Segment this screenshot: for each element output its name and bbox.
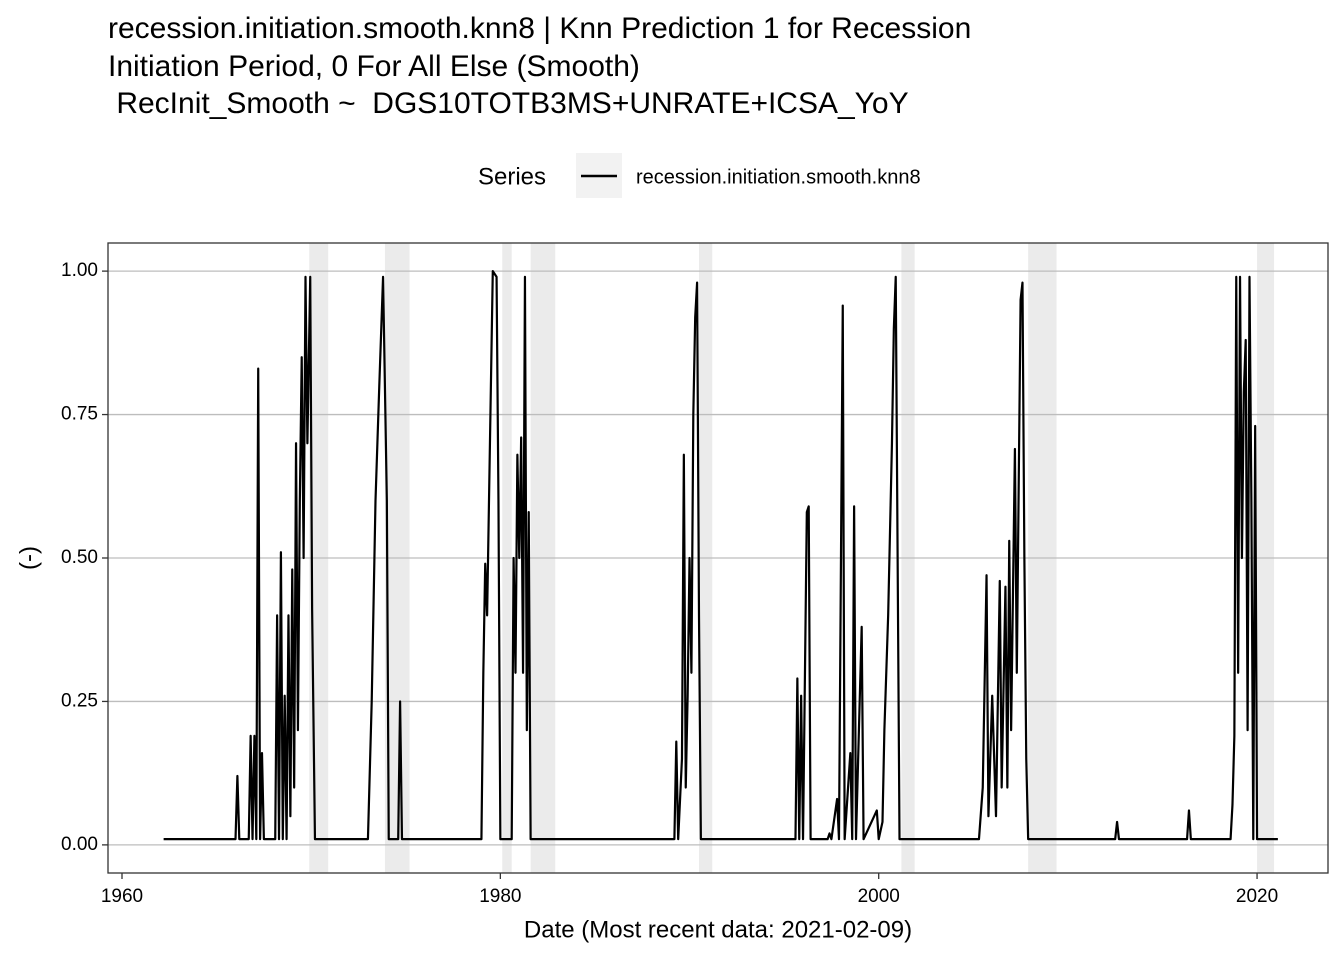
- y-tick-label: 1.00: [61, 260, 98, 281]
- legend-label: recession.initiation.smooth.knn8: [636, 166, 921, 188]
- legend-title: Series: [478, 163, 546, 190]
- chart-title: recession.initiation.smooth.knn8 | Knn P…: [108, 12, 971, 45]
- y-axis-label: (-): [15, 546, 42, 570]
- chart-title: Initiation Period, 0 For All Else (Smoot…: [108, 50, 640, 83]
- x-axis-label: Date (Most recent data: 2021-02-09): [524, 916, 912, 943]
- y-tick-label: 0.00: [61, 834, 98, 855]
- plot-border: [107, 242, 1329, 874]
- y-tick-label: 0.75: [61, 404, 98, 425]
- y-tick-label: 0.25: [61, 690, 98, 711]
- x-tick-label: 2000: [858, 886, 900, 907]
- x-tick-label: 2020: [1236, 886, 1278, 907]
- x-tick-label: 1980: [479, 886, 521, 907]
- x-tick-label: 1960: [101, 886, 143, 907]
- series-line: [163, 270, 1278, 841]
- chart-title: RecInit_Smooth ~ DGS10TOTB3MS+UNRATE+ICS…: [108, 87, 909, 120]
- y-tick-label: 0.50: [61, 547, 98, 568]
